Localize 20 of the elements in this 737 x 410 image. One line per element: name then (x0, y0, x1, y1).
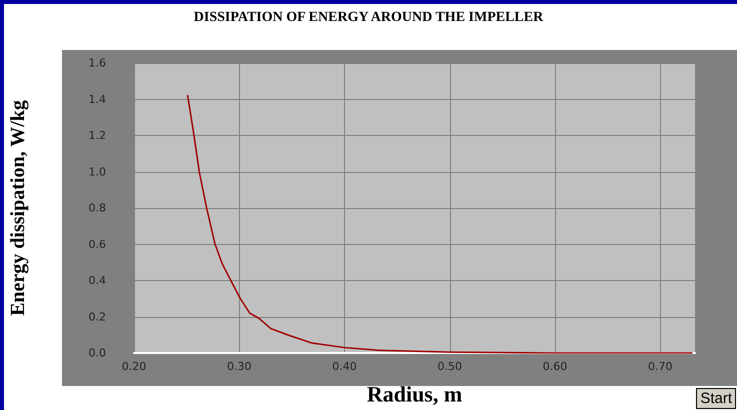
y-tick-label: 1.4 (88, 92, 106, 106)
y-tick-label: 0.0 (88, 346, 106, 360)
x-tick-label: 0.70 (648, 360, 673, 373)
y-tick-label: 0.8 (88, 202, 106, 214)
x-tick-label: 0.20 (122, 360, 146, 373)
y-tick-label: 0.2 (88, 310, 106, 324)
y-tick-label: 0.4 (88, 274, 106, 287)
x-tick-label: 0.40 (332, 360, 357, 373)
x-tick-label: 0.60 (542, 360, 568, 373)
text: Start (696, 388, 736, 409)
y-tick-label: 1.6 (88, 56, 106, 70)
y-tick-label: 0.6 (88, 238, 106, 251)
line-series (186, 94, 693, 354)
chart-title: DISSIPATION OF ENERGY AROUND THE IMPELLER (192, 10, 544, 26)
x-axis-title: Radius, m (366, 382, 462, 406)
y-tick-label: 1.0 (88, 165, 106, 178)
x-tick-label: 0.30 (227, 360, 252, 373)
y-tick-label: 1.2 (88, 129, 106, 142)
y-axis-title: Energy dissipation, W/kg (7, 100, 29, 316)
x-tick-label: 0.50 (438, 360, 462, 373)
